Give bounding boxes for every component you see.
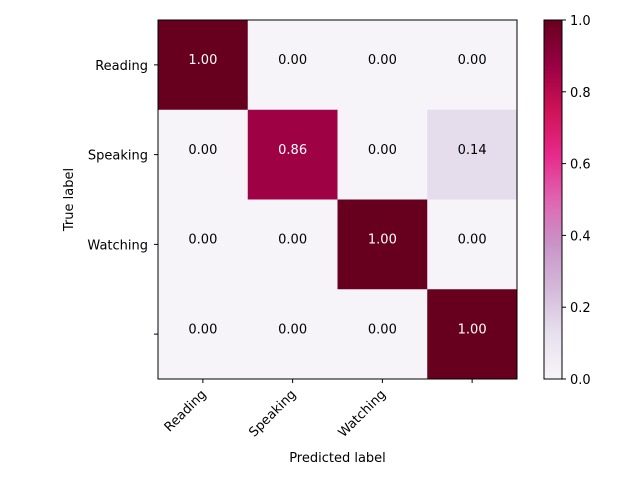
cell-value-label-r3-c0: 0.00 bbox=[188, 322, 217, 337]
heatmap-cell-r0-c2 bbox=[337, 20, 428, 111]
heatmap-cell-r1-c0 bbox=[158, 109, 249, 200]
heatmap-cell-r3-c0 bbox=[158, 289, 249, 380]
heatmap-cell-r3-c2 bbox=[337, 289, 428, 380]
heatmap-cell-r2-c0 bbox=[158, 199, 249, 290]
colorbar-tick-label-1: 0.2 bbox=[570, 301, 591, 316]
heatmap-cell-r2-c3 bbox=[427, 199, 518, 290]
cell-value-label-r2-c2: 1.00 bbox=[368, 233, 397, 248]
x-axis-label: Predicted label bbox=[289, 451, 386, 466]
cell-value-label-r0-c3: 0.00 bbox=[458, 53, 487, 68]
heatmap-cell-r1-c2 bbox=[337, 109, 428, 200]
heatmap-cell-r0-c1 bbox=[247, 20, 338, 111]
cell-value-label-r0-c0: 1.00 bbox=[188, 53, 217, 68]
cell-value-label-r3-c1: 0.00 bbox=[278, 322, 307, 337]
colorbar-tick-label-2: 0.4 bbox=[570, 229, 591, 244]
colorbar-frame bbox=[543, 19, 563, 380]
heatmap-cell-r1-c1 bbox=[247, 109, 338, 200]
plot-frame bbox=[157, 19, 518, 380]
heatmap-cell-r0-c3 bbox=[427, 20, 518, 111]
cell-value-label-r2-c1: 0.00 bbox=[278, 233, 307, 248]
colorbar-tick-label-0: 0.0 bbox=[570, 373, 591, 388]
y-axis-ticks: Reading Speaking Watching bbox=[87, 59, 158, 335]
cell-value-label-r3-c3: 1.00 bbox=[458, 322, 487, 337]
heatmap-cell-r3-c1 bbox=[247, 289, 338, 380]
x-tick-label-2: Watching bbox=[336, 387, 389, 440]
heatmap-cell-r3-c3 bbox=[427, 289, 518, 380]
y-tick-label-1: Speaking bbox=[88, 149, 148, 164]
y-tick-label-2: Watching bbox=[87, 238, 148, 253]
cell-value-label-r2-c0: 0.00 bbox=[188, 233, 217, 248]
heatmap-cell-r0-c0 bbox=[158, 20, 249, 111]
cell-value-label-r0-c1: 0.00 bbox=[278, 53, 307, 68]
x-tick-label-0: Reading bbox=[162, 387, 210, 435]
colorbar-tick-label-3: 0.6 bbox=[570, 158, 591, 173]
cell-value-label-r1-c1: 0.86 bbox=[278, 143, 307, 158]
cell-value-label-r1-c2: 0.00 bbox=[368, 143, 397, 158]
heatmap-cells bbox=[158, 20, 518, 380]
y-axis-label: True label bbox=[62, 168, 77, 232]
colorbar-ticks: 0.0 0.2 0.4 0.6 0.8 1.0 bbox=[562, 14, 591, 388]
colorbar-tick-label-4: 0.8 bbox=[570, 86, 591, 101]
heatmap-cell-r2-c2 bbox=[337, 199, 428, 290]
heatmap-cell-r2-c1 bbox=[247, 199, 338, 290]
cell-value-label-r2-c3: 0.00 bbox=[458, 233, 487, 248]
colorbar-tick-label-5: 1.0 bbox=[570, 14, 591, 29]
heatmap-cell-labels: 1.00 0.00 0.00 0.00 0.00 0.86 0.00 0.14 0.00 0.00… bbox=[188, 53, 486, 337]
x-axis-ticks: Reading Speaking Watching bbox=[162, 379, 473, 441]
cell-value-label-r1-c3: 0.14 bbox=[458, 143, 487, 158]
cell-value-label-r1-c0: 0.00 bbox=[188, 143, 217, 158]
y-tick-label-0: Reading bbox=[95, 59, 148, 74]
x-tick-label-1: Speaking bbox=[246, 387, 299, 440]
cell-value-label-r3-c2: 0.00 bbox=[368, 322, 397, 337]
colorbar bbox=[544, 20, 562, 379]
cell-value-label-r0-c2: 0.00 bbox=[368, 53, 397, 68]
heatmap-cell-r1-c3 bbox=[427, 109, 518, 200]
